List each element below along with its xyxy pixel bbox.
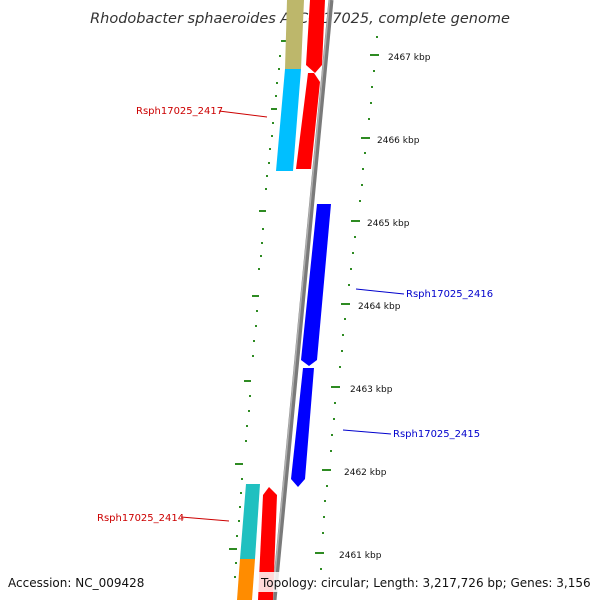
gene-label-rsph17025-2415: Rsph17025_2415 bbox=[342, 429, 480, 440]
topology-text: Topology: circular; Length: 3,217,726 bp… bbox=[260, 576, 591, 590]
gene-arrow-rsph17025-2414[interactable] bbox=[258, 487, 277, 600]
scale-label-2463: 2463 kbp bbox=[350, 385, 393, 395]
reverse-strand-track bbox=[291, 204, 331, 487]
genome-backbone bbox=[271, 0, 334, 601]
gene-arrow-rsph17025-2415[interactable] bbox=[291, 368, 314, 487]
scale-label-2462: 2462 kbp bbox=[344, 468, 387, 478]
footer-backdrop-left bbox=[4, 572, 154, 592]
gene-label-rsph17025-2417: Rsph17025_2417 bbox=[136, 106, 268, 118]
inner-tick-ring bbox=[229, 40, 287, 578]
scale-label-2466: 2466 kbp bbox=[377, 136, 420, 146]
forward-strand-track bbox=[258, 0, 325, 600]
cog-bar-olive bbox=[285, 0, 304, 69]
scale-label-2467: 2467 kbp bbox=[388, 53, 431, 63]
scale-label-2461: 2461 kbp bbox=[339, 551, 382, 561]
cog-bar-sky bbox=[276, 69, 301, 171]
cog-category-track bbox=[237, 0, 304, 600]
gene-arrow-rsph17025-2417[interactable] bbox=[296, 73, 320, 169]
cog-bar-orange bbox=[237, 559, 255, 600]
gene-label-text-2416[interactable]: Rsph17025_2416 bbox=[406, 289, 493, 300]
outer-tick-ring bbox=[315, 36, 379, 570]
accession-text: Accession: NC_009428 bbox=[8, 576, 144, 590]
gene-label-rsph17025-2416: Rsph17025_2416 bbox=[355, 288, 493, 300]
scale-labels: 2467 kbp 2466 kbp 2465 kbp 2464 kbp 2463… bbox=[339, 53, 431, 561]
scale-label-2465: 2465 kbp bbox=[367, 219, 410, 229]
gene-arrow-top[interactable] bbox=[306, 0, 325, 73]
gene-label-text-2415[interactable]: Rsph17025_2415 bbox=[393, 429, 480, 440]
gene-label-text-2417[interactable]: Rsph17025_2417 bbox=[136, 106, 223, 117]
gene-arrow-rsph17025-2416[interactable] bbox=[301, 204, 331, 366]
gene-label-text-2414[interactable]: Rsph17025_2414 bbox=[97, 513, 184, 524]
cog-bar-teal bbox=[240, 484, 260, 559]
gene-label-rsph17025-2414: Rsph17025_2414 bbox=[97, 513, 230, 524]
footer-backdrop-right bbox=[256, 572, 596, 592]
scale-label-2464: 2464 kbp bbox=[358, 302, 401, 312]
